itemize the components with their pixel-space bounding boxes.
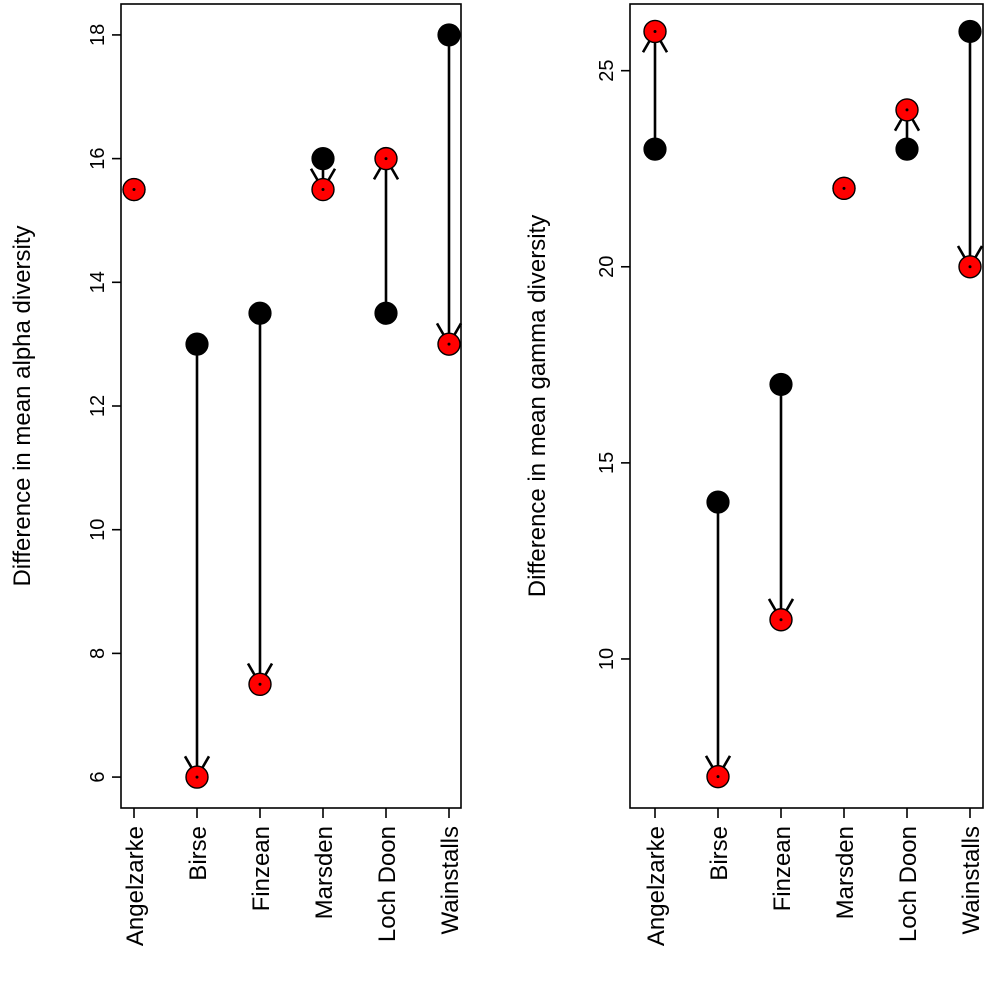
y-axis-title: Difference in mean gamma diversity	[524, 215, 551, 597]
x-tick-label: Angelzarke	[643, 826, 670, 946]
y-tick-label: 20	[596, 256, 618, 278]
after-point-center	[321, 188, 325, 192]
before-point	[248, 301, 272, 325]
before-point	[769, 372, 793, 397]
before-point	[311, 147, 335, 171]
after-point-center	[968, 265, 972, 269]
before-point	[895, 137, 919, 161]
x-tick-label: Birse	[706, 826, 733, 881]
y-tick-label: 10	[87, 519, 109, 541]
x-tick-label: Birse	[185, 826, 212, 881]
after-point-center	[842, 186, 846, 190]
after-point-center	[258, 682, 262, 686]
plot-frame	[629, 3, 984, 809]
after-point-center	[653, 29, 657, 33]
x-tick-label: Marsden	[832, 826, 859, 919]
before-point	[643, 137, 667, 161]
x-tick-label: Marsden	[311, 826, 338, 919]
plot-frame	[120, 3, 462, 809]
x-tick-label: Loch Doon	[374, 826, 401, 942]
gamma-diversity-panel: 10 15 20 25 Difference in mean gamma diversi…	[524, 3, 985, 946]
after-point-center	[384, 157, 388, 161]
after-point-center	[195, 775, 199, 779]
after-point-center	[779, 618, 783, 622]
y-tick-label: 25	[596, 60, 618, 82]
x-tick-label: Finzean	[248, 826, 275, 911]
x-tick-label: Finzean	[769, 826, 796, 911]
after-point-center	[905, 108, 909, 112]
y-axis-title: Difference in mean alpha diversity	[9, 225, 36, 586]
y-tick-label: 18	[87, 24, 109, 46]
after-point-center	[716, 775, 720, 779]
after-point-center	[447, 342, 451, 346]
before-point	[706, 490, 730, 514]
y-tick-label: 15	[596, 452, 618, 474]
y-tick-label: 6	[87, 772, 109, 783]
x-tick-label: Wainstalls	[437, 826, 464, 934]
alpha-diversity-panel: 6 8 10 12 14 16 18 Difference in mean alpha div…	[9, 3, 464, 946]
y-tick-label: 10	[596, 648, 618, 670]
y-tick-label: 12	[87, 395, 109, 417]
before-point	[958, 19, 982, 44]
x-tick-label: Wainstalls	[958, 826, 985, 934]
x-tick-label: Loch Doon	[895, 826, 922, 942]
y-tick-label: 16	[87, 147, 109, 169]
before-point	[185, 332, 209, 356]
after-point-center	[132, 188, 136, 192]
before-point	[437, 23, 461, 47]
y-tick-label: 8	[87, 648, 109, 659]
y-tick-label: 14	[87, 271, 109, 293]
before-point	[374, 301, 398, 325]
x-tick-label: Angelzarke	[122, 826, 149, 946]
